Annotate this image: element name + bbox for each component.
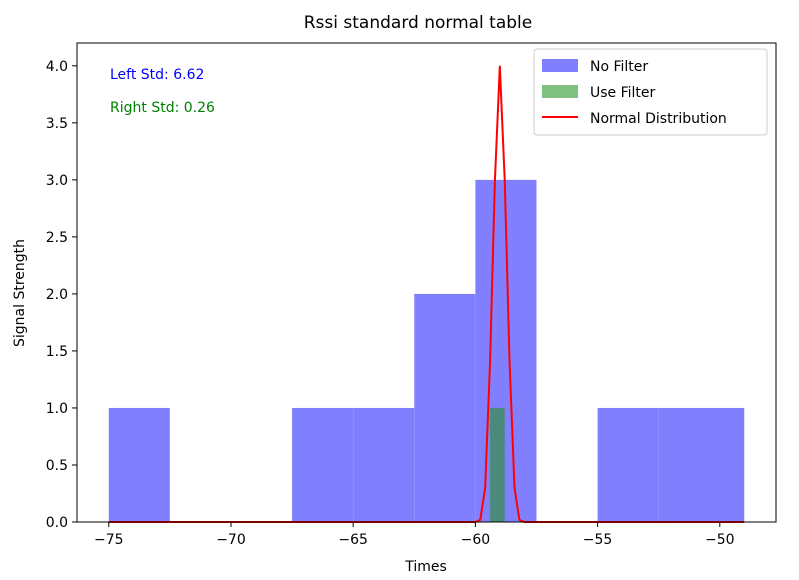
axes-frame (76, 42, 777, 523)
y-tick-label: 1.0 (46, 401, 68, 417)
y-tick-label: 1.5 (46, 344, 68, 360)
histogram-bar-use-filter (490, 407, 498, 522)
histogram-bar-no-filter (108, 407, 170, 522)
legend-label-use-filter: Use Filter (590, 85, 656, 101)
y-tick-label: 3.0 (46, 173, 68, 189)
axes: −75 −70 −65 −60 −55 −50 0.0 0.5 1.0 1.5 2.0 2.5 3.0 3… (46, 42, 777, 548)
histogram-bar-no-filter (353, 407, 415, 522)
plot-area (108, 65, 745, 523)
y-tick-label: 2.0 (46, 287, 68, 303)
y-tick-label: 0.5 (46, 458, 68, 474)
right-std-annotation: Right Std: 0.26 (110, 100, 215, 116)
x-tick-label: −50 (705, 532, 735, 548)
x-tick-label: −55 (583, 532, 613, 548)
left-std-annotation: Left Std: 6.62 (110, 67, 204, 83)
x-axis-label: Times (404, 559, 447, 575)
x-tick-label: −70 (216, 532, 246, 548)
histogram-bar-no-filter (292, 407, 354, 522)
legend: No Filter Use Filter Normal Distribution (533, 48, 768, 136)
histogram-bar-no-filter (658, 407, 745, 522)
y-tick-label: 2.5 (46, 230, 68, 246)
legend-swatch-use-filter (542, 85, 578, 98)
y-tick-label: 0.0 (46, 515, 68, 531)
histogram-bar-no-filter (597, 407, 659, 522)
y-tick-label: 3.5 (46, 116, 68, 132)
legend-box (533, 48, 768, 136)
x-tick-label: −60 (461, 532, 491, 548)
x-tick-label: −65 (338, 532, 368, 548)
legend-label-no-filter: No Filter (590, 59, 648, 75)
legend-swatch-no-filter (542, 59, 578, 72)
chart-title: Rssi standard normal table (304, 13, 533, 33)
histogram-bar-use-filter (497, 407, 505, 522)
y-axis-label: Signal Strength (12, 239, 28, 347)
histogram-bar-no-filter (414, 293, 476, 522)
y-tick-label: 4.0 (46, 59, 68, 75)
legend-label-normal-distribution: Normal Distribution (590, 111, 727, 127)
x-tick-label: −75 (94, 532, 124, 548)
